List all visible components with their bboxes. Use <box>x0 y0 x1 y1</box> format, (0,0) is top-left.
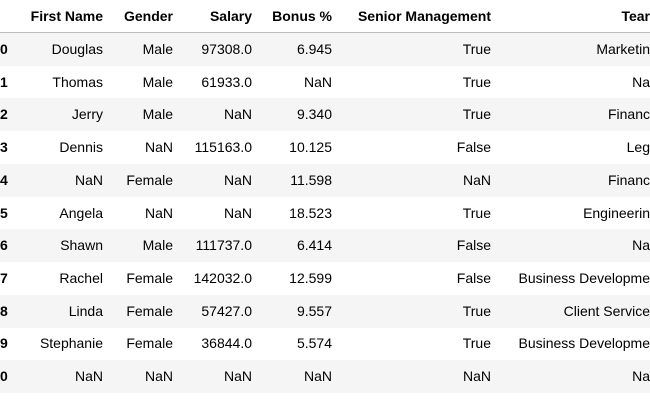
table-cell: NaN <box>223 171 252 188</box>
row-index: 9 <box>0 335 8 352</box>
table-cell: True <box>462 106 491 123</box>
table-cell: False <box>456 237 491 254</box>
table-cell: Female <box>126 269 173 286</box>
table-cell: True <box>462 73 491 90</box>
row-index: 0 <box>0 41 8 57</box>
table-cell: 9.557 <box>296 302 332 319</box>
column-header: Tear <box>621 8 650 24</box>
table-cell: Male <box>142 73 173 90</box>
row-index: 6 <box>0 237 8 254</box>
table-cell: True <box>462 302 491 319</box>
table-cell: Marketin <box>596 41 650 57</box>
table-cell: NaN <box>144 368 173 384</box>
table-cell: NaN <box>462 171 491 188</box>
table-cell: Rachel <box>59 269 103 286</box>
column-header: Salary <box>209 8 252 24</box>
table-cell: 12.599 <box>289 269 332 286</box>
table-cell: Female <box>126 335 173 352</box>
table-cell: Na <box>632 368 650 384</box>
table-cell: Male <box>142 237 173 254</box>
table-cell: 57427.0 <box>201 302 252 319</box>
table-cell: True <box>462 204 491 221</box>
table-cell: Na <box>632 73 650 90</box>
row-index: 2 <box>0 106 8 123</box>
table-cell: Business Developme <box>518 269 650 286</box>
table-cell: 61933.0 <box>201 73 252 90</box>
table-cell: 6.945 <box>296 41 332 57</box>
table-row: 5 Angela NaN NaN 18.523 True Engineerin <box>0 197 650 230</box>
column-header: Gender <box>123 8 173 24</box>
table-row: 0 NaN NaN NaN NaN NaN Na <box>0 360 650 393</box>
row-index: 7 <box>0 269 8 286</box>
table-row: 2 Jerry Male NaN 9.340 True Financ <box>0 98 650 132</box>
column-header: Senior Management <box>357 8 491 24</box>
table-cell: 97308.0 <box>201 41 252 57</box>
table-cell: Linda <box>68 302 103 319</box>
header-divider <box>0 32 650 33</box>
table-row: 3 Dennis NaN 115163.0 10.125 False Leg <box>0 131 650 164</box>
row-index: 3 <box>0 139 8 156</box>
table-cell: Business Developme <box>518 335 650 352</box>
table-cell: Financ <box>607 171 650 188</box>
table-cell: Engineerin <box>583 204 650 221</box>
table-cell: Angela <box>59 204 103 221</box>
table-cell: 111737.0 <box>195 237 252 254</box>
table-cell: Stephanie <box>39 335 103 352</box>
table-cell: NaN <box>74 171 103 188</box>
table-row: 9 Stephanie Female 36844.0 5.574 True Business… <box>0 327 650 360</box>
table-row: 0 Douglas Male 97308.0 6.945 True Marketin <box>0 33 650 66</box>
table-row: 8 Linda Female 57427.0 9.557 True Client Servi… <box>0 294 650 328</box>
header-row: First Name Gender Salary Bonus % Senior Mana… <box>0 0 650 33</box>
table-cell: Na <box>632 237 650 254</box>
table-cell: NaN <box>303 73 332 90</box>
table-cell: 5.574 <box>296 335 332 352</box>
table-cell: Male <box>142 106 173 123</box>
column-header: Bonus % <box>272 8 332 24</box>
table-cell: NaN <box>144 204 173 221</box>
table-cell: NaN <box>303 368 332 384</box>
table-cell: True <box>462 335 491 352</box>
table-cell: NaN <box>144 139 173 156</box>
table-cell: 10.125 <box>289 139 332 156</box>
table-cell: Female <box>126 171 173 188</box>
table-cell: False <box>456 269 491 286</box>
table-cell: Leg <box>626 139 650 156</box>
table-cell: Thomas <box>52 73 103 90</box>
table-row: 4 NaN Female NaN 11.598 NaN Financ <box>0 163 650 197</box>
table-cell: 142032.0 <box>193 269 252 286</box>
table-cell: 36844.0 <box>201 335 252 352</box>
table-cell: 115163.0 <box>194 139 252 156</box>
table-row: 6 Shawn Male 111737.0 6.414 False Na <box>0 229 650 263</box>
table-cell: 9.340 <box>296 106 332 123</box>
table-cell: NaN <box>462 368 491 384</box>
table-row: 1 Thomas Male 61933.0 NaN True Na <box>0 66 650 99</box>
table-cell: Douglas <box>51 41 103 57</box>
row-index: 4 <box>0 171 8 188</box>
table-cell: 6.414 <box>296 237 332 254</box>
table-cell: Shawn <box>60 237 103 254</box>
table-cell: Financ <box>607 106 650 123</box>
table-cell: True <box>462 41 491 57</box>
table-cell: 11.598 <box>290 171 332 188</box>
row-index: 1 <box>0 73 8 90</box>
table-cell: NaN <box>223 204 252 221</box>
table-cell: NaN <box>223 368 252 384</box>
row-index: 0 <box>0 368 8 384</box>
row-index: 5 <box>0 204 8 221</box>
column-header: First Name <box>30 8 103 24</box>
table-row: 7 Rachel Female 142032.0 12.599 False Business… <box>0 262 650 295</box>
table-cell: Female <box>126 302 173 319</box>
table-cell: Dennis <box>59 139 103 156</box>
table-cell: NaN <box>223 106 252 123</box>
table-cell: Male <box>142 41 173 57</box>
table-cell: Client Service <box>563 302 650 319</box>
table-cell: False <box>456 139 491 156</box>
table-cell: NaN <box>74 368 103 384</box>
table-cell: Jerry <box>71 106 103 123</box>
row-index: 8 <box>0 302 8 319</box>
table-cell: 18.523 <box>289 204 332 221</box>
